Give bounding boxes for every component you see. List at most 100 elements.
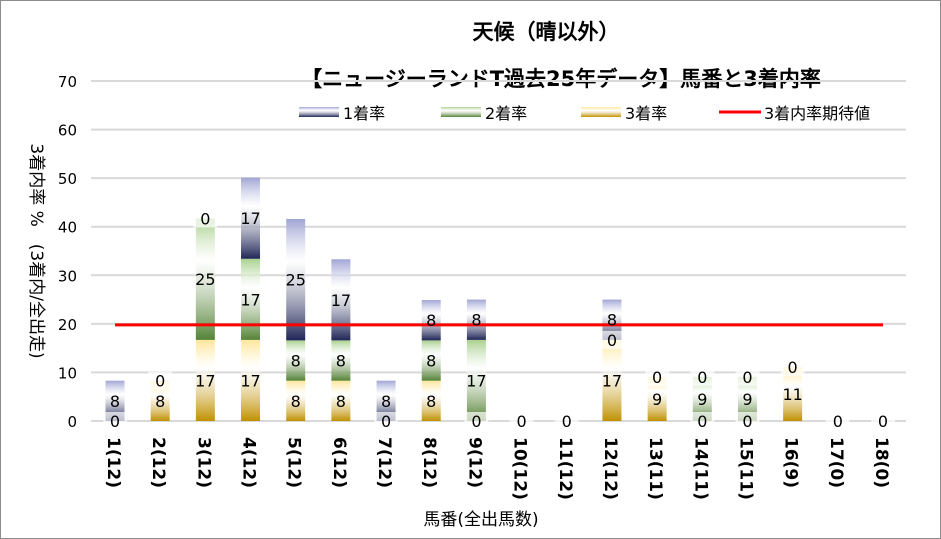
data-label: 0 xyxy=(833,412,843,431)
y-tick-label: 30 xyxy=(58,267,77,285)
data-label: 17 xyxy=(602,371,622,390)
bar-segment xyxy=(286,380,306,421)
x-tick-label: 13(11) xyxy=(645,437,665,500)
data-label: 17 xyxy=(240,371,260,390)
bar-segment xyxy=(286,218,306,341)
bar-segment xyxy=(421,340,441,381)
x-tick-label: 9(12) xyxy=(464,437,484,488)
bar-segment xyxy=(421,300,441,341)
x-tick-label: 18(0) xyxy=(871,437,891,488)
data-label: 17 xyxy=(331,291,351,310)
bar-segment xyxy=(286,340,306,381)
data-label: 25 xyxy=(195,270,215,289)
data-label: 8 xyxy=(110,392,120,411)
data-label: 0 xyxy=(697,412,707,431)
bar-segment xyxy=(421,380,441,421)
x-tick-label: 15(11) xyxy=(735,437,755,500)
data-label: 0 xyxy=(516,412,526,431)
bar-segment xyxy=(376,380,396,421)
bar-segment xyxy=(195,218,215,340)
data-label: 8 xyxy=(426,352,436,371)
data-label: 9 xyxy=(652,390,662,409)
legend-label: 3着率 xyxy=(625,104,667,123)
bar-segment xyxy=(241,339,261,421)
data-label: 17 xyxy=(240,209,260,228)
x-tick-label: 8(12) xyxy=(419,437,439,488)
data-label: 8 xyxy=(471,311,481,330)
y-tick-label: 50 xyxy=(58,170,77,188)
bar-segment xyxy=(105,380,125,421)
bar-segment xyxy=(783,367,803,421)
y-tick-label: 60 xyxy=(58,122,77,140)
data-label: 0 xyxy=(742,412,752,431)
bar-segment xyxy=(331,259,351,341)
data-label: 11 xyxy=(782,385,802,404)
chart-subtitle: 【ニュージーランドT過去25年データ】馬番と3着内率 xyxy=(301,67,821,91)
bar-segment xyxy=(692,376,712,421)
data-label: 8 xyxy=(336,352,346,371)
bar-segment xyxy=(150,380,170,421)
data-label: 8 xyxy=(291,392,301,411)
data-label: 8 xyxy=(607,311,617,330)
bar-segment xyxy=(331,380,351,421)
data-label: 0 xyxy=(742,368,752,387)
data-label: 0 xyxy=(788,358,798,377)
bar-segment xyxy=(195,339,215,421)
data-label: 0 xyxy=(200,209,210,228)
data-label: 0 xyxy=(652,368,662,387)
y-tick-label: 40 xyxy=(58,219,77,237)
x-tick-label: 2(12) xyxy=(148,437,168,488)
x-tick-label: 16(9) xyxy=(781,437,801,488)
y-axis-title: 3着内率 % (3着内/全出走) xyxy=(26,143,46,358)
bar-segment xyxy=(241,177,261,259)
data-label: 0 xyxy=(110,412,120,431)
x-tick-label: 10(12) xyxy=(510,437,530,500)
data-label: 8 xyxy=(426,311,436,330)
x-tick-label: 11(12) xyxy=(555,437,575,500)
bar-segment xyxy=(466,339,486,421)
bar-segment xyxy=(647,376,667,421)
data-label: 8 xyxy=(426,392,436,411)
data-label: 0 xyxy=(471,412,481,431)
x-tick-label: 4(12) xyxy=(239,437,259,488)
data-label: 8 xyxy=(291,352,301,371)
data-label: 17 xyxy=(240,290,260,309)
data-label: 0 xyxy=(878,412,888,431)
data-label: 0 xyxy=(155,372,165,391)
data-label: 17 xyxy=(195,371,215,390)
data-label: 9 xyxy=(697,390,707,409)
data-label: 17 xyxy=(466,371,486,390)
legend-swatch xyxy=(581,107,621,117)
y-tick-label: 10 xyxy=(58,364,77,382)
chart-title: 天候（晴以外） xyxy=(473,20,620,44)
x-tick-label: 17(0) xyxy=(826,437,846,488)
legend-swatch xyxy=(441,107,481,117)
data-label: 0 xyxy=(607,331,617,350)
x-tick-label: 7(12) xyxy=(374,437,394,488)
y-tick-label: 70 xyxy=(58,73,77,91)
bar-segment xyxy=(331,340,351,381)
data-label: 8 xyxy=(381,392,391,411)
legend: 1着率 2着率 3着率 3着内率期待値 xyxy=(299,104,870,123)
data-label: 8 xyxy=(155,392,165,411)
legend-label: 1着率 xyxy=(343,104,385,123)
bar-segment xyxy=(602,339,622,421)
y-tick-label: 20 xyxy=(58,316,77,334)
data-label: 0 xyxy=(562,412,572,431)
bar-segment xyxy=(241,258,261,340)
legend-swatch xyxy=(299,107,339,117)
data-label: 0 xyxy=(697,368,707,387)
data-label: 9 xyxy=(742,390,752,409)
x-tick-label: 12(12) xyxy=(600,437,620,500)
data-label: 8 xyxy=(336,392,346,411)
bar-segment xyxy=(737,376,757,421)
x-tick-label: 1(12) xyxy=(103,437,123,488)
legend-label: 3着内率期待値 xyxy=(764,104,870,123)
legend-label: 2着率 xyxy=(485,104,527,123)
x-tick-label: 6(12) xyxy=(329,437,349,488)
bar-segment xyxy=(466,299,486,340)
x-tick-label: 3(12) xyxy=(193,437,213,488)
x-tick-label: 14(11) xyxy=(690,437,710,500)
